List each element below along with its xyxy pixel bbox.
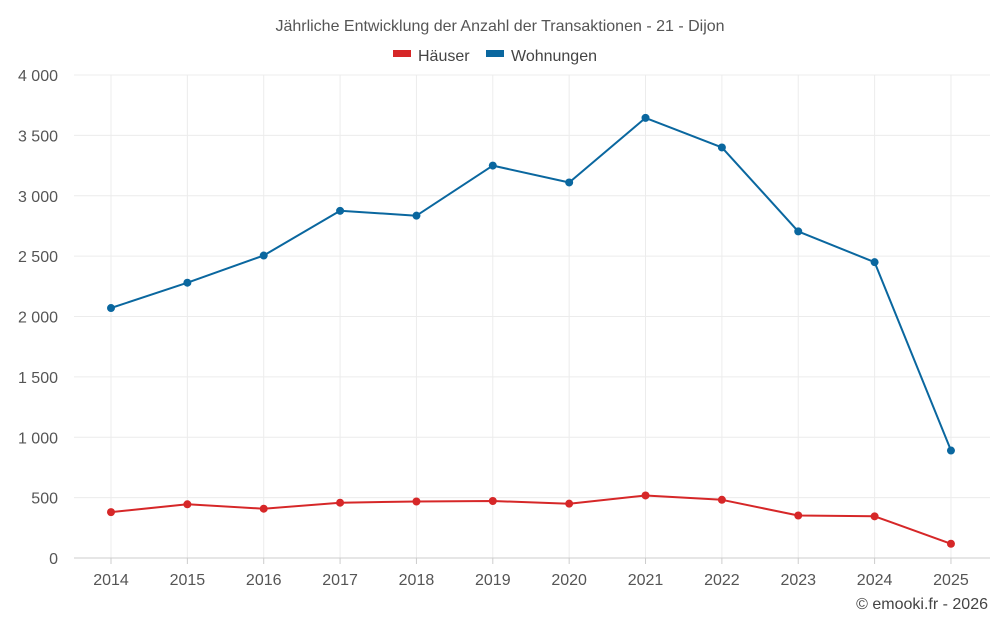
data-point-haeuser[interactable] [107,508,115,517]
data-point-haeuser[interactable] [259,504,268,513]
data-point-wohnungen[interactable] [336,206,345,215]
x-tick-label: 2021 [628,572,664,589]
data-point-haeuser[interactable] [794,511,803,520]
data-point-wohnungen[interactable] [183,278,192,287]
y-tick-label: 1 500 [18,370,58,387]
data-point-haeuser[interactable] [488,497,497,506]
data-point-haeuser[interactable] [717,495,726,504]
y-tick-label: 500 [31,491,58,508]
x-tick-label: 2016 [246,572,282,589]
y-axis: 0 500 1 000 1 500 2 000 2 500 3 000 3 500 4 000 [18,68,58,568]
credit-text: © emooki.fr - 2026 [856,596,988,613]
data-point-wohnungen[interactable] [412,211,421,220]
y-tick-label: 0 [49,551,58,568]
chart-title: Jährliche Entwicklung der Anzahl der Tra… [275,18,724,35]
legend-label-wohnungen: Wohnungen [511,48,597,65]
legend-item-haeuser[interactable]: Häuser [393,48,470,65]
data-point-haeuser[interactable] [412,497,421,506]
y-tick-label: 2 000 [18,310,58,327]
data-point-haeuser[interactable] [946,539,955,548]
x-axis: 2014 2015 2016 2017 2018 2019 2020 2021 2022 2023… [74,557,990,589]
x-tick-label: 2017 [322,572,358,589]
data-point-haeuser[interactable] [183,500,192,509]
x-tick-label: 2024 [857,572,893,589]
x-tick-label: 2020 [551,572,587,589]
data-point-wohnungen[interactable] [641,113,650,122]
x-tick-label: 2014 [93,572,129,589]
y-tick-label: 1 000 [18,430,58,447]
data-point-haeuser[interactable] [870,512,879,521]
series-line-wohnungen [110,116,952,451]
series-wohnungen [107,113,955,455]
y-tick-label: 2 500 [18,249,58,266]
data-point-haeuser[interactable] [641,491,650,500]
legend-swatch-haeuser [393,50,411,57]
data-point-haeuser[interactable] [336,498,345,507]
grid [74,74,990,559]
series-haeuser [107,491,955,548]
data-point-wohnungen[interactable] [794,227,803,236]
y-tick-label: 3 000 [18,189,58,206]
x-tick-label: 2019 [475,572,511,589]
series-line-haeuser [110,494,952,545]
y-tick-label: 4 000 [18,68,58,85]
x-tick-label: 2015 [170,572,206,589]
y-tick-label: 3 500 [18,128,58,145]
x-tick-label: 2023 [780,572,816,589]
data-point-wohnungen[interactable] [565,178,574,187]
legend-swatch-wohnungen [486,50,504,57]
data-point-wohnungen[interactable] [717,143,726,152]
data-point-wohnungen[interactable] [870,258,879,267]
data-point-wohnungen[interactable] [488,161,497,170]
x-tick-label: 2018 [399,572,435,589]
x-tick-label: 2025 [933,572,969,589]
data-point-wohnungen[interactable] [259,251,268,260]
legend: Häuser Wohnungen [393,48,597,65]
series [107,113,955,548]
data-point-wohnungen[interactable] [946,446,955,455]
data-point-wohnungen[interactable] [107,304,115,313]
data-point-haeuser[interactable] [565,499,574,508]
legend-label-haeuser: Häuser [418,48,470,65]
legend-item-wohnungen[interactable]: Wohnungen [486,48,597,65]
x-tick-label: 2022 [704,572,740,589]
